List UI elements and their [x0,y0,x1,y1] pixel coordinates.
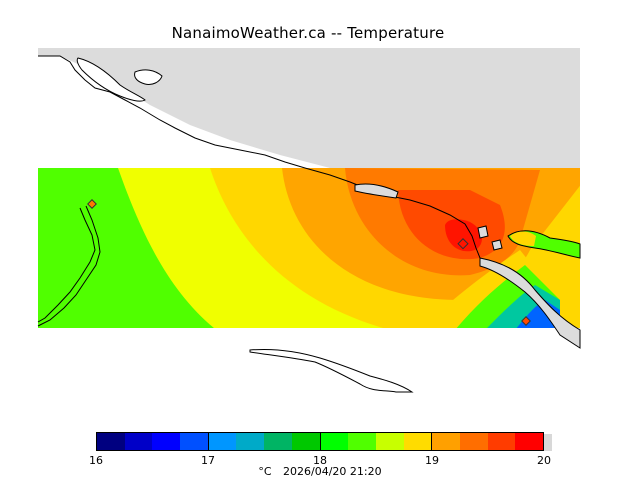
colorbar-segment [348,433,376,450]
temperature-field [38,168,580,328]
colorbar-segment [208,433,237,450]
colorbar-segment [320,433,349,450]
colorbar-segment [97,433,125,450]
land-area [38,48,580,348]
colorbar-segment [152,433,181,450]
colorbar-segment [291,433,321,450]
colorbar-segment [124,433,153,450]
coastline [38,55,481,259]
colorbar-caption: °C 2026/04/20 21:20 [0,465,640,478]
unit-label: °C [258,465,272,478]
colorbar-shadow [544,434,552,451]
temperature-colorbar [96,432,544,451]
colorbar-tick-18: 18 [313,454,327,467]
map-title: NanaimoWeather.ca -- Temperature [171,24,445,42]
colorbar-segment [515,433,543,450]
colorbar-tick-20: 20 [537,454,551,467]
colorbar-segment [487,433,516,450]
north-island [76,57,146,102]
colorbar-tick-19: 19 [425,454,439,467]
east-islet [134,69,163,85]
colorbar-segment [459,433,488,450]
colorbar-segment [432,433,460,450]
peninsula [479,257,581,349]
colorbar-segment [180,433,209,450]
small-islands [477,225,503,251]
southeast-station-marker[interactable] [521,316,531,326]
west-lake [37,205,101,327]
timestamp: 2026/04/20 21:20 [283,465,382,478]
colorbar-segment [264,433,292,450]
west-station-marker[interactable] [87,199,97,209]
newcastle-island [354,183,399,199]
colorbar-segment [236,433,265,450]
colorbar-segment [403,433,433,450]
nanaimo-station-marker[interactable] [457,238,469,250]
colorbar-tick-16: 16 [89,454,103,467]
south-island [249,349,414,393]
temperature-map[interactable] [0,0,640,430]
colorbar-tick-17: 17 [201,454,215,467]
colorbar-segment [375,433,404,450]
